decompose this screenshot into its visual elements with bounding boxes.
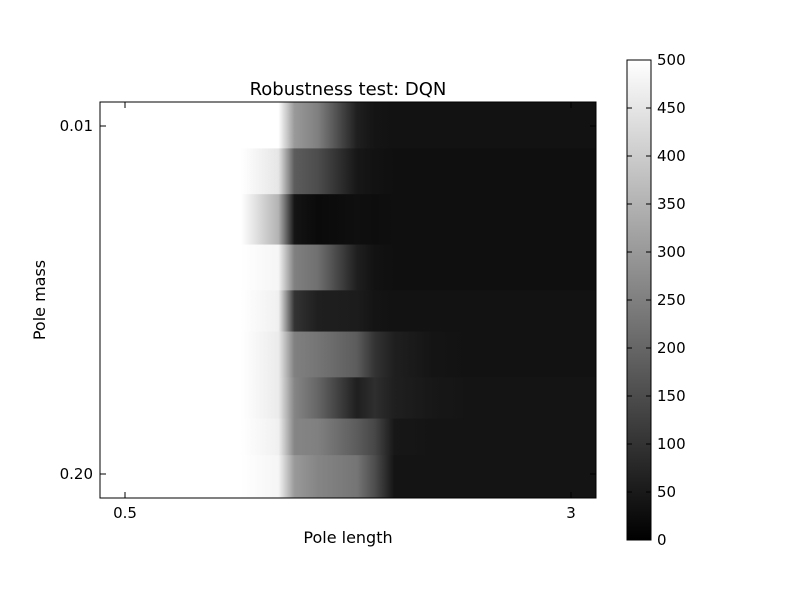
heatmap-row [100, 418, 596, 457]
chart-title: Robustness test: DQN [250, 79, 447, 100]
x-tick-label: 0.5 [113, 504, 137, 522]
heatmap-row [100, 148, 596, 196]
x-tick-label: 3 [566, 504, 576, 522]
colorbar-tick-label: 250 [657, 291, 686, 309]
x-axis-label: Pole length [303, 528, 392, 547]
colorbar-tick-label: 200 [657, 339, 686, 357]
heatmap-row [100, 244, 596, 292]
heatmap-row [100, 455, 596, 498]
colorbar-tick-label: 450 [657, 99, 686, 117]
y-tick-label: 0.20 [60, 465, 93, 483]
colorbar: 0 50 100 150 200 250 300 350 400 450 500 [626, 51, 686, 549]
colorbar-tick-label: 50 [657, 483, 676, 501]
colorbar-tick-label: 300 [657, 243, 686, 261]
colorbar-tick-label: 150 [657, 387, 686, 405]
heatmap-row [100, 102, 596, 150]
y-tick-label: 0.01 [60, 117, 93, 135]
colorbar-tick-label: 0 [657, 531, 667, 549]
colorbar-tick-label: 100 [657, 435, 686, 453]
colorbar-tick-label: 350 [657, 195, 686, 213]
heatmap-row [100, 194, 596, 246]
colorbar-tick-label: 500 [657, 51, 686, 69]
y-axis: 0.01 0.20 [60, 117, 596, 483]
plot-area [100, 102, 596, 498]
heatmap-row [100, 290, 596, 333]
plot-frame [99, 101, 597, 499]
heatmap-row [100, 331, 596, 379]
colorbar-tick-label: 400 [657, 147, 686, 165]
x-axis: 0.5 3 [113, 102, 576, 522]
heatmap-row [100, 377, 596, 420]
y-axis-label: Pole mass [30, 260, 49, 340]
